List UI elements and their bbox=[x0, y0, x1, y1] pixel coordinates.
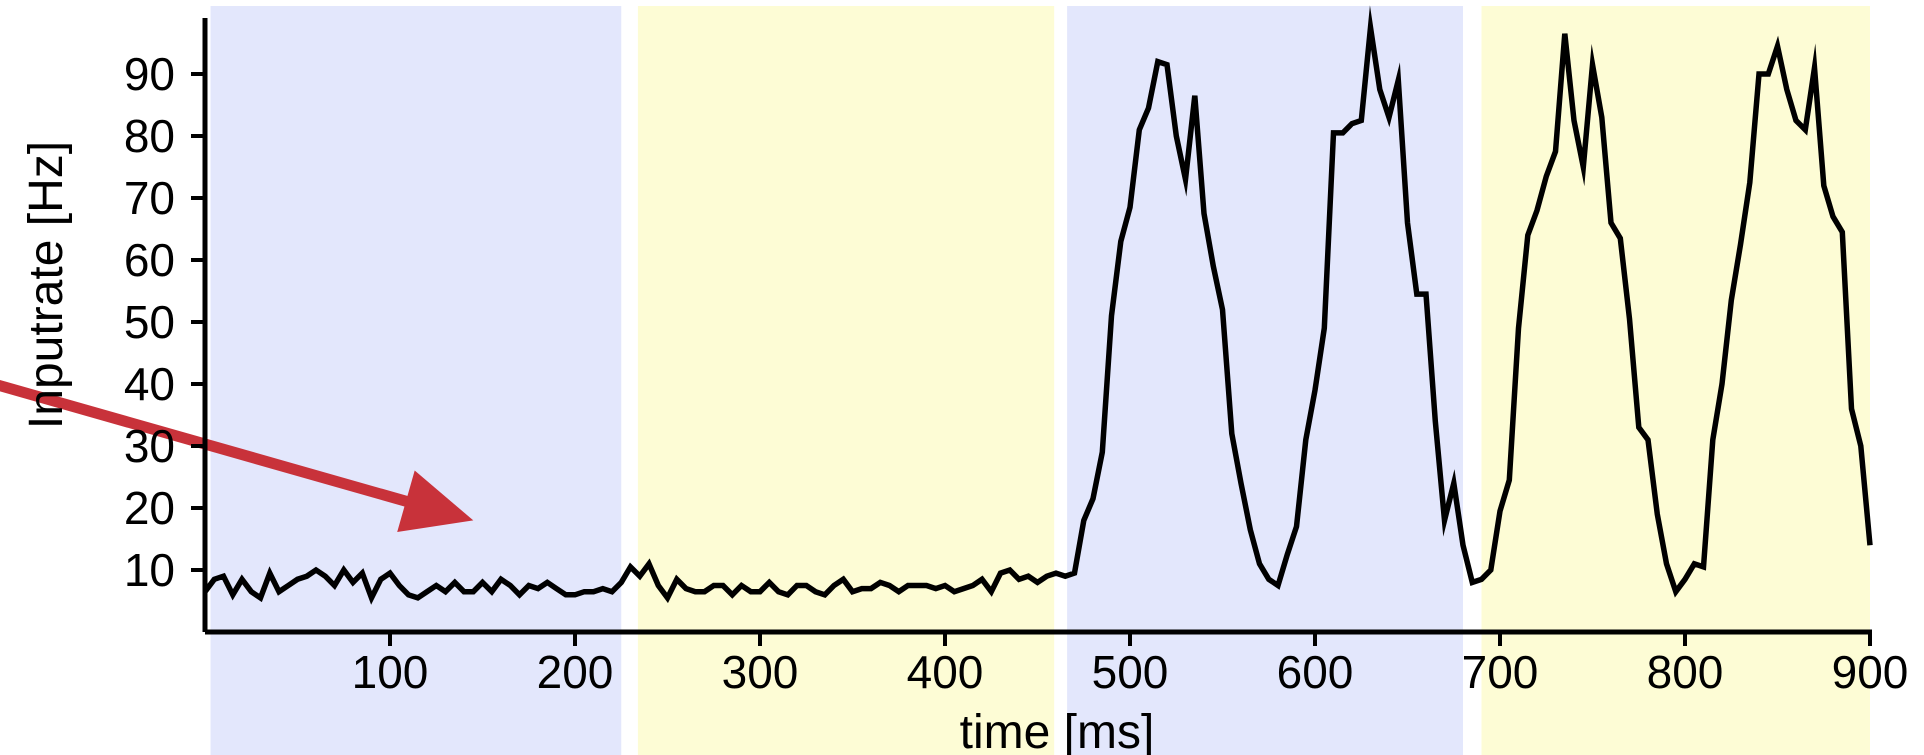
series-line-1 bbox=[202, 5, 1873, 605]
x-tick-label: 100 bbox=[352, 646, 429, 698]
x-tick-label: 300 bbox=[722, 646, 799, 698]
background-band-1 bbox=[210, 6, 622, 755]
x-tick-label: 500 bbox=[1092, 646, 1169, 698]
y-tick-label: 40 bbox=[124, 358, 175, 410]
axes: 100 200 300 400 500 600 700 800 900 10 20 30 40 50 60… bbox=[124, 18, 1909, 698]
y-tick-label: 70 bbox=[124, 172, 175, 224]
annotation-layer bbox=[0, 379, 474, 532]
x-tick-label: 600 bbox=[1277, 646, 1354, 698]
x-tick-label: 800 bbox=[1647, 646, 1724, 698]
annotation-arrow-head bbox=[397, 470, 474, 532]
y-tick-label: 80 bbox=[124, 110, 175, 162]
background-band-2 bbox=[637, 6, 1055, 755]
annotation-arrow-shaft bbox=[0, 379, 412, 508]
x-tick-label: 900 bbox=[1832, 646, 1909, 698]
x-axis-title: time [ms] bbox=[960, 706, 1155, 755]
background-bands bbox=[210, 6, 1870, 755]
x-tick-label: 200 bbox=[537, 646, 614, 698]
x-tick-label: 400 bbox=[907, 646, 984, 698]
y-tick-label: 10 bbox=[124, 544, 175, 596]
y-axis-title: Inputrate [Hz] bbox=[20, 141, 73, 429]
y-tick-label: 50 bbox=[124, 296, 175, 348]
y-tick-label: 60 bbox=[124, 234, 175, 286]
y-tick-label: 30 bbox=[124, 420, 175, 472]
background-band-3 bbox=[1067, 6, 1463, 755]
series-layer bbox=[202, 5, 1873, 605]
y-tick-label: 90 bbox=[124, 48, 175, 100]
y-tick-label: 20 bbox=[124, 482, 175, 534]
y-axis-ticks: 10 20 30 40 50 60 70 80 90 bbox=[124, 48, 205, 596]
background-band-4 bbox=[1481, 6, 1870, 755]
x-tick-label: 700 bbox=[1462, 646, 1539, 698]
x-axis-ticks: 100 200 300 400 500 600 700 800 900 bbox=[352, 632, 1909, 698]
